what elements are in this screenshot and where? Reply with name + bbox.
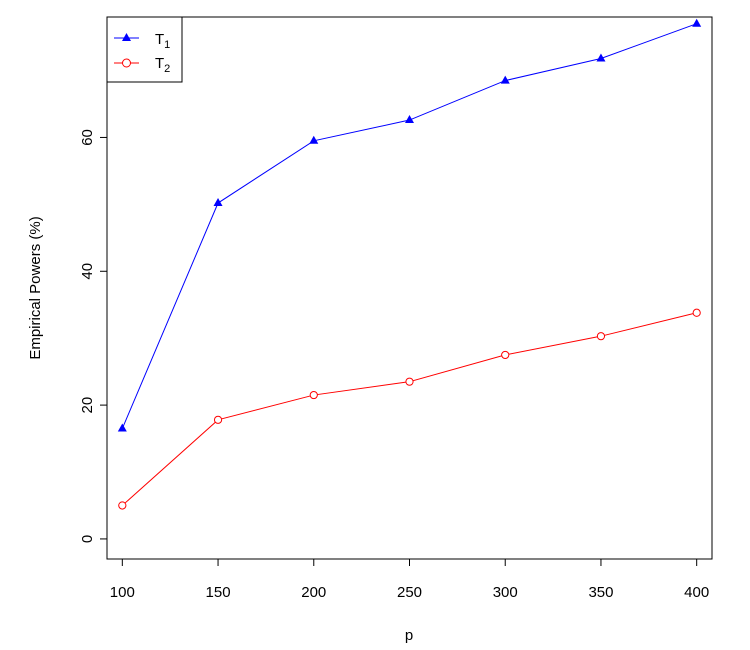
data-point bbox=[692, 18, 702, 27]
series-line-t1 bbox=[121, 23, 697, 429]
y-axis-title: Empirical Powers (%) bbox=[27, 216, 44, 359]
data-point bbox=[500, 75, 510, 84]
x-tick-label: 350 bbox=[588, 584, 613, 601]
y-tick-label: 60 bbox=[79, 129, 96, 146]
legend-marker-t2 bbox=[122, 58, 131, 68]
data-point bbox=[692, 308, 701, 317]
legend: T1 T2 bbox=[106, 16, 183, 83]
legend-label-t2: T2 bbox=[155, 55, 170, 75]
data-point bbox=[213, 198, 223, 207]
data-point bbox=[596, 53, 606, 62]
legend-label-t1: T1 bbox=[155, 31, 170, 51]
legend-marker-t1 bbox=[122, 33, 131, 41]
y-tick-label: 20 bbox=[79, 397, 96, 414]
data-point bbox=[501, 350, 510, 360]
data-point bbox=[405, 115, 414, 124]
series-layer bbox=[117, 18, 702, 510]
data-point bbox=[118, 501, 127, 510]
plot-box bbox=[106, 16, 713, 560]
x-tick-label: 200 bbox=[301, 584, 326, 601]
x-tick-label: 250 bbox=[397, 584, 422, 601]
y-tick-label: 0 bbox=[79, 535, 96, 543]
series-t2 bbox=[118, 308, 701, 510]
x-axis-title: p bbox=[405, 627, 413, 644]
x-tick-label: 300 bbox=[493, 584, 518, 601]
x-tick-label: 150 bbox=[206, 584, 231, 601]
series-t1 bbox=[117, 18, 702, 432]
data-point bbox=[596, 332, 606, 341]
data-point bbox=[117, 423, 127, 432]
x-tick-label: 400 bbox=[684, 584, 709, 601]
data-point bbox=[213, 415, 223, 424]
series-line-t2 bbox=[121, 312, 697, 506]
x-tick-label: 100 bbox=[110, 584, 135, 601]
legend-box bbox=[106, 16, 183, 83]
x-axis: 100 150 200 250 300 350 400 bbox=[110, 558, 709, 601]
y-tick-label: 40 bbox=[79, 263, 96, 280]
y-axis: 0 20 40 60 bbox=[79, 129, 108, 543]
data-point bbox=[405, 377, 414, 386]
data-point bbox=[309, 390, 318, 400]
data-point bbox=[309, 135, 319, 144]
